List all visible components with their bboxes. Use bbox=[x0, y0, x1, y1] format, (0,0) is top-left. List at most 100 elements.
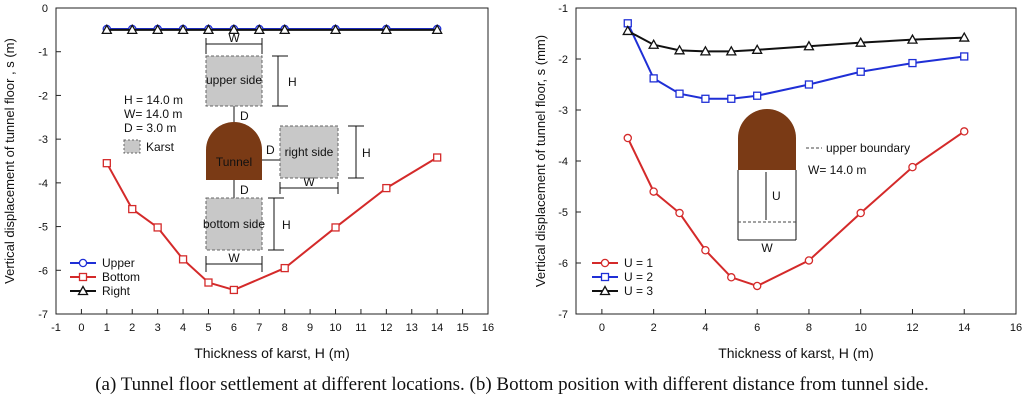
legend-marker bbox=[600, 258, 610, 268]
upper-side-karst bbox=[205, 55, 263, 107]
x-tick-label: 7 bbox=[256, 322, 262, 334]
y-tick-label: -1 bbox=[558, 3, 568, 15]
data-point bbox=[959, 127, 969, 136]
legend-label: Upper bbox=[102, 256, 135, 270]
legend-marker bbox=[78, 272, 88, 282]
data-point bbox=[675, 89, 684, 98]
data-point bbox=[958, 31, 970, 42]
data-point bbox=[177, 24, 189, 35]
data-point bbox=[102, 159, 111, 168]
x-tick-label: 0 bbox=[78, 322, 84, 334]
data-point bbox=[908, 162, 917, 172]
axis-ticks: -1 0 1 2 3 4 5 6 7 8 9 10 11 12 13 14 15 160-1-2-3-4-5-6-… bbox=[38, 3, 494, 334]
data-point bbox=[804, 80, 814, 89]
data-point bbox=[649, 74, 658, 83]
figure-caption: (a) Tunnel floor settlement at different… bbox=[0, 374, 1024, 396]
y-tick-label: -3 bbox=[558, 105, 568, 117]
x-tick-label: 0 bbox=[599, 322, 605, 334]
x-tick-label: 11 bbox=[355, 322, 366, 334]
data-point bbox=[280, 263, 289, 273]
data-point bbox=[752, 281, 762, 291]
x-tick-label: 5 bbox=[205, 322, 211, 334]
legend-label: U = 3 bbox=[624, 284, 653, 298]
data-point bbox=[648, 38, 660, 49]
tunnel-shape bbox=[738, 109, 796, 170]
d-label: D bbox=[266, 143, 275, 157]
series-line-u-2 bbox=[626, 22, 965, 100]
series-line-u-1 bbox=[626, 130, 965, 288]
x-tick-label: 12 bbox=[906, 322, 918, 334]
y-tick-label: -4 bbox=[38, 178, 48, 190]
legend-marker bbox=[599, 285, 611, 296]
data-point bbox=[649, 187, 658, 196]
right-side-label: right side bbox=[285, 145, 334, 159]
x-axis-label: Thickness of karst, H (m) bbox=[718, 345, 874, 361]
h-label: H bbox=[282, 218, 291, 232]
series-line-bottom bbox=[105, 156, 438, 292]
d-label: D bbox=[240, 183, 249, 197]
x-tick-label: 6 bbox=[754, 322, 760, 334]
karst-swatch bbox=[123, 139, 141, 154]
legend-label: U = 1 bbox=[624, 256, 653, 270]
x-tick-label: 14 bbox=[431, 322, 443, 334]
data-point bbox=[279, 24, 291, 35]
y-tick-label: -5 bbox=[38, 222, 48, 234]
d-label: D bbox=[240, 109, 249, 123]
x-tick-label: 15 bbox=[456, 322, 468, 334]
x-tick-label: 16 bbox=[1010, 322, 1022, 334]
right-side-karst bbox=[279, 125, 339, 179]
x-tick-label: 14 bbox=[958, 322, 970, 334]
w-label: W bbox=[228, 251, 240, 265]
data-point bbox=[253, 24, 265, 35]
bottom-side-karst bbox=[205, 197, 263, 251]
y-tick-label: -4 bbox=[558, 156, 568, 168]
data-point bbox=[856, 67, 865, 76]
x-tick-label: 13 bbox=[406, 322, 418, 334]
data-point bbox=[623, 133, 633, 143]
series-group bbox=[622, 19, 970, 291]
data-point bbox=[699, 45, 712, 56]
upper-boundary-label: upper boundary bbox=[826, 141, 910, 155]
x-tick-label: 4 bbox=[180, 322, 186, 334]
chart-a: -1 0 1 2 3 4 5 6 7 8 9 10 11 12 13 14 15 160-1-2-3-4-5-6-… bbox=[2, 3, 494, 361]
data-point bbox=[329, 24, 342, 35]
data-point bbox=[382, 183, 391, 193]
x-tick-label: -1 bbox=[51, 322, 61, 334]
chart-b: 0 2 4 6 8 10 12 14 16 -1 -2 -3 -4 -5 -6 -7 Thickness of… bbox=[533, 3, 1022, 361]
x-tick-label: 8 bbox=[282, 322, 288, 334]
y-tick-label: -6 bbox=[558, 258, 568, 270]
data-point bbox=[727, 273, 736, 282]
schematic-inset: U W upper boundary W= 14.0 m bbox=[737, 109, 910, 255]
y-tick-label: -2 bbox=[558, 54, 568, 66]
x-tick-label: 10 bbox=[329, 322, 341, 334]
data-point bbox=[753, 91, 762, 100]
legend-marker bbox=[77, 285, 89, 296]
y-axis-label: Vertical displacement of tunnel floor, s… bbox=[533, 35, 548, 287]
data-point bbox=[153, 223, 162, 232]
y-axis-label: Vertical displacement of tunnel floor , … bbox=[2, 38, 17, 284]
y-tick-label: -7 bbox=[38, 309, 48, 321]
x-axis-label: Thickness of karst, H (m) bbox=[194, 345, 350, 361]
x-tick-label: 2 bbox=[129, 322, 135, 334]
y-tick-label: -6 bbox=[38, 265, 48, 277]
y-tick-label: -3 bbox=[38, 134, 48, 146]
legend-label: Right bbox=[102, 284, 131, 298]
data-point bbox=[128, 204, 137, 214]
karst-legend-label: Karst bbox=[146, 140, 175, 154]
data-point bbox=[675, 208, 684, 218]
axis-ticks: 0 2 4 6 8 10 12 14 16 -1 -2 -3 -4 -5 -6 -7 bbox=[558, 3, 1022, 334]
x-tick-label: 6 bbox=[231, 322, 237, 334]
y-tick-label: -1 bbox=[38, 47, 48, 59]
data-point bbox=[126, 24, 138, 35]
param-w: W= 14.0 m bbox=[124, 107, 182, 121]
data-point bbox=[751, 43, 763, 54]
u-label: U bbox=[772, 189, 781, 203]
data-point bbox=[908, 58, 917, 68]
data-point bbox=[152, 24, 164, 35]
param-d: D = 3.0 m bbox=[124, 121, 176, 135]
w-label: W bbox=[228, 31, 240, 45]
x-tick-label: 2 bbox=[651, 322, 657, 334]
x-tick-label: 4 bbox=[702, 322, 708, 334]
h-label: H bbox=[288, 75, 297, 89]
